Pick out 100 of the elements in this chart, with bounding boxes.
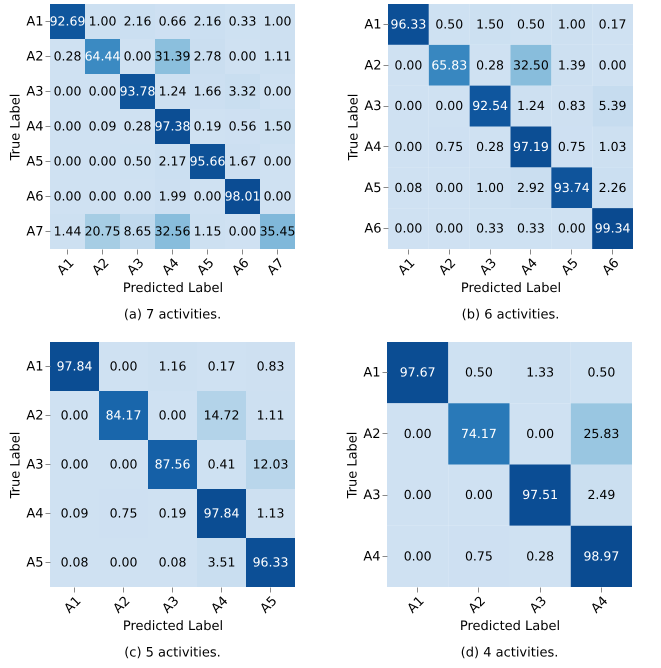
data-label: 0.00 — [394, 57, 422, 72]
text: (c) 5 activities. — [124, 645, 221, 660]
data-label: 0.09 — [60, 506, 88, 520]
data-label: 0.00 — [88, 154, 116, 168]
data-label: 2.16 — [124, 14, 152, 28]
x-tick-label: A2 — [110, 594, 134, 617]
data-label: 93.74 — [554, 180, 590, 195]
data-label: 97.19 — [513, 138, 549, 154]
y-axis-title: True Label — [346, 94, 362, 162]
y-tick-label: A4 — [26, 506, 44, 522]
data-label: 97.67 — [400, 364, 436, 380]
data-label: 0.00 — [54, 188, 82, 204]
data-label: 0.00 — [598, 57, 627, 72]
text: (d) 4 activities. — [460, 645, 558, 660]
data-label: 3.32 — [228, 84, 256, 98]
data-label: 0.33 — [516, 220, 545, 236]
data-label: 74.17 — [460, 426, 497, 441]
data-label: 0.08 — [394, 180, 422, 195]
x-tick-label: A6 — [600, 256, 622, 279]
data-label: 1.50 — [476, 16, 504, 32]
data-label: 0.50 — [124, 154, 152, 168]
x-axis-title: Predicted Label — [122, 618, 224, 634]
data-label: 0.00 — [435, 220, 464, 236]
data-label: 20.75 — [84, 224, 120, 238]
y-tick-label: A4 — [363, 549, 380, 564]
data-label: 97.84 — [56, 358, 92, 374]
data-label: 0.17 — [598, 16, 627, 32]
x-tick-label: A5 — [258, 594, 280, 617]
data-label: 0.83 — [256, 358, 284, 374]
data-label: 0.00 — [228, 48, 256, 64]
y-tick-label: A1 — [26, 14, 44, 30]
y-tick-label: A2 — [26, 50, 44, 64]
data-label: 0.50 — [435, 16, 464, 32]
data-label: 97.84 — [204, 506, 240, 520]
data-label: 0.33 — [228, 14, 256, 28]
y-tick-label: A3 — [363, 488, 380, 504]
data-label: 2.17 — [158, 154, 186, 168]
data-label: 0.28 — [476, 57, 504, 72]
data-label: 1.24 — [516, 98, 545, 114]
data-label: 1.24 — [158, 84, 186, 98]
y-tick-label: A5 — [364, 180, 382, 196]
x-tick-label: A2 — [466, 594, 489, 617]
data-label: 0.41 — [208, 456, 236, 472]
x-tick-label: A1 — [404, 594, 428, 617]
data-label: 0.00 — [88, 188, 116, 204]
y-tick-label: A2 — [364, 58, 382, 74]
data-label: 0.09 — [88, 118, 116, 134]
y-tick-label: A5 — [26, 154, 44, 170]
x-tick-label: A4 — [518, 256, 541, 279]
data-label: 0.00 — [124, 48, 152, 64]
data-label: 0.00 — [404, 487, 432, 502]
data-label: 0.66 — [158, 14, 186, 28]
x-tick-label: A3 — [477, 256, 500, 279]
data-label: 0.75 — [110, 506, 138, 520]
data-label: 0.75 — [558, 138, 586, 154]
data-label: 0.00 — [394, 220, 422, 236]
text: (b) 6 activities. — [462, 307, 560, 322]
x-tick-label: A4 — [588, 594, 612, 617]
data-label: 0.00 — [435, 98, 464, 114]
x-tick-label: A5 — [558, 256, 582, 279]
data-label: 1.00 — [264, 14, 292, 28]
data-label: 0.28 — [54, 48, 82, 64]
data-label: 0.00 — [435, 180, 464, 195]
data-label: 0.00 — [54, 154, 82, 168]
y-tick-label: A3 — [26, 458, 44, 472]
y-tick-label: A4 — [26, 120, 44, 134]
y-tick-label: A1 — [363, 366, 380, 381]
data-label: 0.00 — [194, 188, 222, 204]
data-label: 97.38 — [154, 118, 190, 134]
data-label: 0.08 — [60, 554, 88, 570]
data-label: 0.00 — [264, 84, 292, 98]
data-label: 1.00 — [476, 180, 504, 195]
data-label: 0.28 — [476, 138, 504, 154]
data-label: 0.75 — [464, 548, 493, 564]
data-label: 32.50 — [513, 57, 549, 72]
data-label: 0.00 — [394, 138, 422, 154]
data-label: 1.99 — [158, 188, 186, 204]
y-tick-label: A3 — [364, 99, 382, 114]
data-label: 32.56 — [154, 224, 190, 238]
data-label: 0.00 — [110, 358, 138, 374]
data-label: 12.03 — [252, 456, 288, 472]
data-label: 1.44 — [54, 224, 82, 238]
data-label: 96.33 — [252, 554, 288, 570]
data-label: 0.00 — [110, 554, 138, 570]
data-label: 0.00 — [124, 188, 152, 204]
x-tick-label: A3 — [527, 594, 550, 617]
data-label: 0.28 — [124, 118, 152, 134]
data-label: 35.45 — [260, 224, 296, 238]
data-label: 0.00 — [60, 456, 88, 472]
data-label: 0.00 — [404, 426, 432, 441]
data-label: 0.28 — [526, 548, 554, 564]
text: (a) 7 activities. — [124, 307, 222, 322]
data-label: 31.39 — [154, 48, 190, 64]
data-label: 0.00 — [558, 220, 586, 236]
data-label: 99.34 — [594, 220, 631, 236]
data-label: 0.00 — [394, 98, 422, 114]
data-label: 25.83 — [583, 426, 620, 441]
data-label: 0.00 — [54, 118, 82, 134]
data-label: 0.00 — [60, 408, 88, 422]
data-label: 64.44 — [84, 48, 120, 64]
